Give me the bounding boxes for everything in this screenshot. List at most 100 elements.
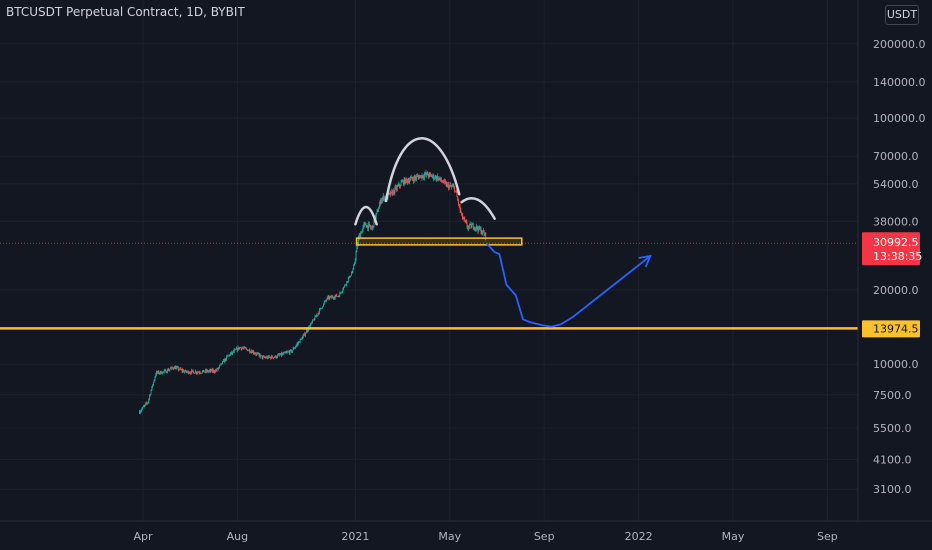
- candle-body: [455, 190, 457, 193]
- current-price-badge: [862, 232, 920, 266]
- candle-body: [351, 271, 353, 274]
- candle-body: [343, 286, 345, 290]
- candle-body: [268, 356, 270, 358]
- candle-body: [175, 367, 177, 370]
- candle-body: [287, 351, 289, 353]
- candle-body: [283, 352, 285, 354]
- candle-body: [382, 198, 383, 200]
- price-tick-label: 140000.0: [873, 76, 926, 89]
- candle-body: [153, 379, 155, 382]
- candle-body: [403, 178, 405, 185]
- candle-body: [271, 355, 272, 359]
- candle-body: [321, 307, 323, 309]
- candle-body: [274, 357, 275, 359]
- candle-body: [214, 371, 216, 373]
- candle-body: [146, 403, 147, 405]
- candle-body: [215, 370, 216, 373]
- candle-body: [362, 226, 364, 230]
- candle-body: [150, 390, 152, 395]
- candle-body: [465, 220, 466, 222]
- candle-body: [371, 226, 373, 228]
- right-shoulder-arc: [460, 197, 496, 220]
- candle-body: [454, 186, 456, 191]
- candle-body: [173, 366, 175, 369]
- candle-body: [384, 196, 386, 200]
- candle-body: [353, 265, 355, 270]
- candle-body: [437, 176, 438, 180]
- candle-body: [484, 232, 486, 235]
- candle-body: [221, 363, 223, 365]
- time-axis[interactable]: Apr Aug 2021 May Sep 2022 May Sep: [133, 530, 837, 543]
- candle-body: [377, 210, 379, 212]
- candle-body: [395, 186, 397, 188]
- candle-body: [305, 333, 306, 336]
- candle-body: [329, 297, 331, 299]
- candle-body: [416, 176, 418, 177]
- chart-annotations: [0, 137, 858, 330]
- candle-body: [202, 370, 204, 372]
- candle-body: [253, 353, 255, 355]
- candle-body: [478, 226, 480, 232]
- candle-body: [476, 226, 478, 229]
- candle-body: [282, 353, 284, 355]
- projection-path: [485, 242, 651, 328]
- candle-body: [303, 333, 305, 336]
- candle-body: [390, 191, 392, 196]
- candle-body: [327, 296, 329, 298]
- candle-body: [481, 232, 483, 234]
- time-tick-label: Aug: [227, 530, 248, 543]
- candle-body: [230, 352, 232, 354]
- candle-body: [193, 371, 195, 374]
- candle-body: [290, 349, 292, 351]
- candle-body: [393, 190, 395, 194]
- candle-body: [334, 296, 336, 299]
- candle-body: [194, 371, 196, 374]
- candle-body: [381, 199, 383, 203]
- candle-body: [462, 218, 464, 219]
- price-axis[interactable]: 200000.0 140000.0 100000.0 70000.0 54000.0 38…: [873, 38, 926, 496]
- candle-body: [418, 176, 420, 179]
- currency-unit-button[interactable]: USDT: [885, 5, 919, 25]
- candle-body: [416, 176, 418, 179]
- candle-body: [181, 369, 183, 372]
- candle-body: [408, 180, 410, 183]
- candle-body: [337, 296, 339, 297]
- candle-body: [277, 355, 279, 358]
- candle-body: [139, 411, 141, 414]
- candle-body: [482, 230, 484, 233]
- candle-body: [149, 395, 150, 399]
- candle-body: [439, 177, 441, 179]
- candle-body: [272, 357, 274, 359]
- candle-body: [314, 316, 316, 321]
- candle-body: [313, 319, 315, 321]
- price-tick-label: 100000.0: [873, 112, 926, 125]
- time-tick-label: 2022: [625, 530, 653, 543]
- candle-body: [435, 176, 437, 180]
- candle-body: [227, 355, 229, 357]
- candle-body: [366, 225, 368, 228]
- candle-body: [160, 371, 162, 374]
- candle-body: [184, 371, 185, 373]
- candle-body: [204, 371, 206, 373]
- candle-body: [232, 351, 234, 354]
- candle-body: [420, 175, 422, 179]
- candle-body: [396, 186, 397, 190]
- candle-body: [229, 353, 231, 356]
- candle-body: [368, 224, 370, 225]
- candle-body: [316, 315, 317, 317]
- candle-body: [198, 372, 199, 373]
- candle-body: [167, 369, 168, 373]
- candle-body: [279, 354, 281, 356]
- candle-body: [316, 315, 318, 316]
- candle-body: [346, 281, 348, 285]
- candle-body: [371, 227, 372, 229]
- candle-body: [324, 300, 326, 303]
- candle-body: [424, 172, 426, 175]
- candle-body: [335, 294, 337, 297]
- candle-body: [330, 296, 332, 298]
- candle-body: [274, 355, 276, 358]
- candle-body: [250, 352, 251, 353]
- candle-body: [169, 369, 171, 371]
- candle-body: [430, 174, 432, 177]
